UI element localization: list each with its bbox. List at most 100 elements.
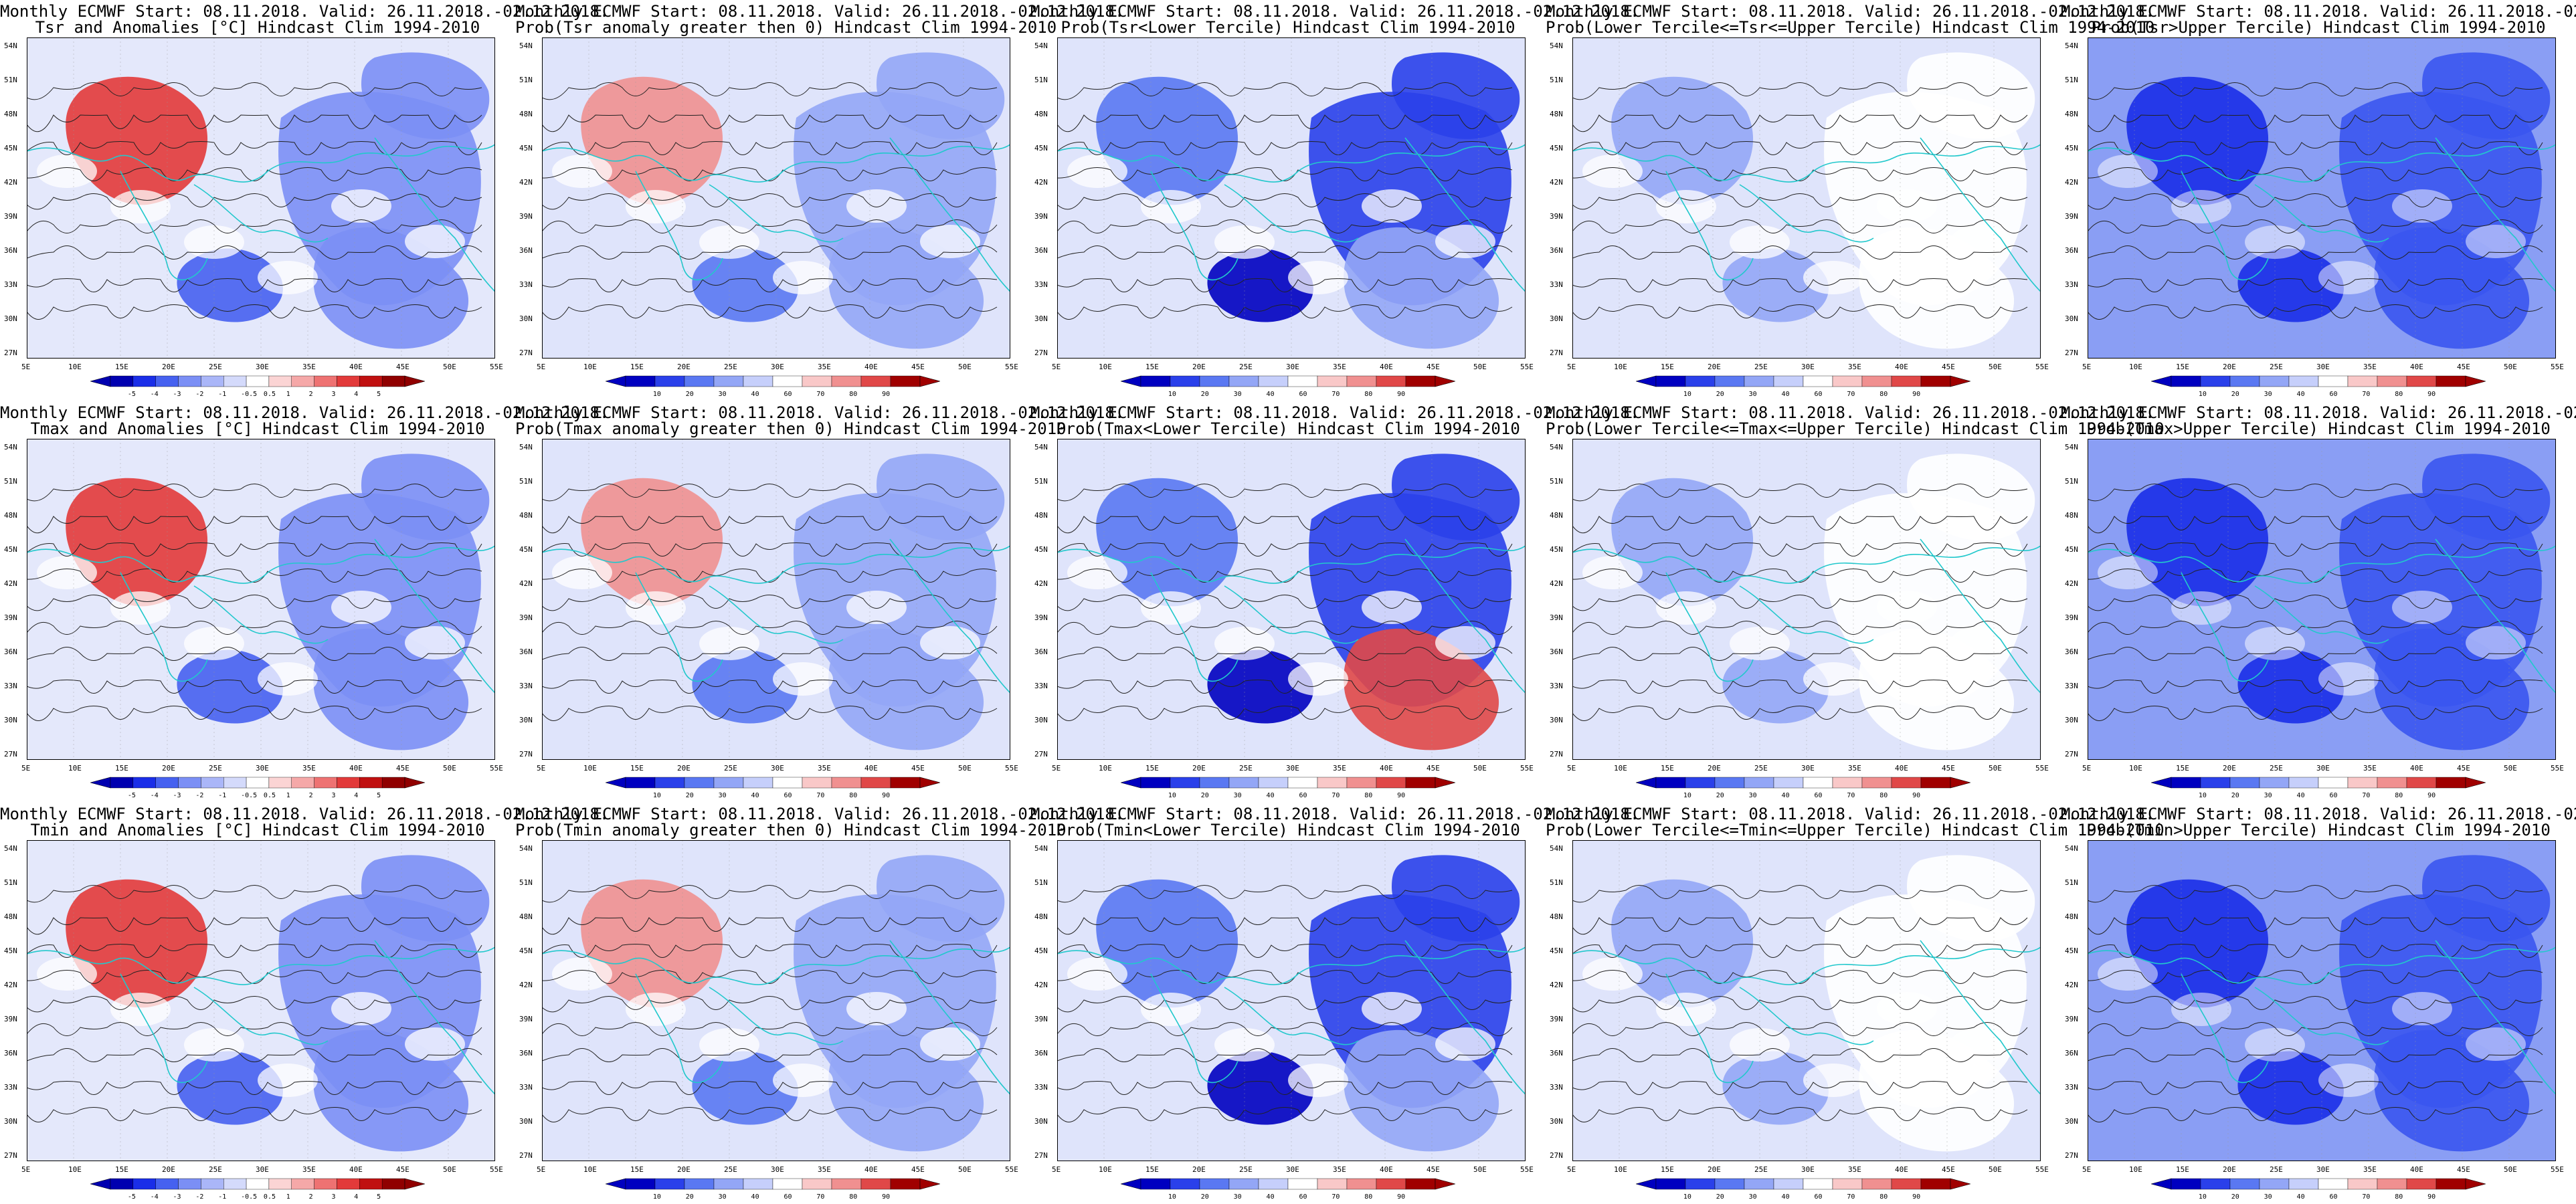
latitude-label: 54N <box>1034 443 1048 452</box>
colorbar-label: 90 <box>1397 391 1406 398</box>
map-panel-tmax-3: Monthly ECMWF Start: 08.11.2018. Valid: … <box>1030 401 1639 803</box>
longitude-label: 40E <box>1380 363 1393 371</box>
colorbar-swatch <box>1891 375 1922 387</box>
colorbar-swatch <box>1140 1178 1171 1190</box>
contour-line <box>1057 141 1513 155</box>
longitude-label: 50E <box>958 363 972 371</box>
neutral-region <box>2318 662 2379 696</box>
colorbar-swatch <box>1685 777 1716 789</box>
coastline <box>2254 585 2389 644</box>
neutral-region <box>1288 662 1348 696</box>
forecast-map <box>542 439 1010 760</box>
contour-line <box>1572 141 2028 155</box>
longitude-label: 10E <box>1099 764 1112 773</box>
colorbar-label: 30 <box>2264 1193 2272 1201</box>
colorbar-label: 40 <box>1781 391 1790 398</box>
colorbar-swatch <box>337 777 360 789</box>
map-canvas <box>2088 439 2556 760</box>
colorbar-label: 40 <box>751 792 759 799</box>
longitude-label: 45E <box>1942 764 1955 773</box>
longitude-label: 45E <box>1942 1165 1955 1174</box>
contour-line <box>1057 1081 1513 1095</box>
longitude-label: 50E <box>958 764 972 773</box>
colorbar-label: 0.5 <box>263 1193 276 1201</box>
colorbar-swatch <box>2171 1178 2201 1190</box>
colorbar-swatch <box>1228 1178 1259 1190</box>
colorbar-swatch <box>1655 1178 1686 1190</box>
colorbar-legend: -5 -4 -3 -2 -1 -0.5 0.5 1 2 3 4 5 <box>89 375 426 399</box>
contour-line <box>1572 996 2028 1013</box>
panel-header-line: Monthly ECMWF Start: 08.11.2018. Valid: … <box>0 2 610 21</box>
colorbar-legend: 10 20 30 40 60 70 80 90 <box>2150 776 2487 800</box>
anomaly-region <box>66 478 208 607</box>
contour-line <box>27 706 482 721</box>
contour-line <box>542 1081 998 1095</box>
latitude-label: 54N <box>1034 41 1048 50</box>
latitude-label: 30N <box>519 1117 533 1126</box>
contour-line <box>2088 569 2543 583</box>
contour-line <box>27 647 482 661</box>
colorbar-swatch <box>802 375 832 387</box>
anomaly-region <box>1611 879 1754 1008</box>
colorbar-swatch <box>2318 1178 2349 1190</box>
colorbar-label: -5 <box>127 1193 136 1201</box>
coastline <box>542 144 1010 183</box>
longitude-label: 55E <box>2035 363 2049 371</box>
colorbar-label: 1 <box>286 792 290 799</box>
contour-line <box>1057 647 1513 661</box>
latitude-label: 36N <box>4 1049 17 1058</box>
colorbar-swatch <box>831 375 862 387</box>
latitude-label: 39N <box>4 1015 17 1023</box>
longitude-label: 40E <box>349 1165 363 1174</box>
colorbar-swatch <box>381 777 405 789</box>
coastline <box>1224 184 1359 243</box>
longitude-label: 10E <box>2129 363 2142 371</box>
coastline <box>1572 144 2041 183</box>
contour-line <box>1057 516 1513 534</box>
latitude-label: 45N <box>4 946 17 955</box>
latitude-label: 39N <box>2065 1015 2078 1023</box>
colorbar-swatch <box>337 375 360 387</box>
coastline <box>709 184 844 243</box>
neutral-region <box>626 993 686 1026</box>
longitude-label: 10E <box>2129 764 2142 773</box>
coastline <box>2181 973 2269 1084</box>
latitude-label: 48N <box>4 110 17 118</box>
anomaly-region <box>1096 879 1238 1008</box>
longitude-label: 50E <box>2504 764 2517 773</box>
latitude-label: 54N <box>519 844 533 853</box>
colorbar-swatch <box>1346 1178 1377 1190</box>
map-panel-tsr-5: Monthly ECMWF Start: 08.11.2018. Valid: … <box>2061 0 2576 401</box>
latitude-label: 33N <box>4 280 17 289</box>
longitude-label: 45E <box>1427 363 1440 371</box>
longitude-label: 40E <box>2410 1165 2423 1174</box>
contour-line <box>542 621 998 635</box>
longitude-label: 55E <box>1005 1165 1018 1174</box>
longitude-label: 40E <box>864 363 878 371</box>
panel-title: Tsr and Anomalies [°C] Hindcast Clim 199… <box>35 18 480 37</box>
longitude-label: 20E <box>1708 764 1721 773</box>
colorbar-label: 30 <box>2264 391 2272 398</box>
colorbar-label: 30 <box>1748 792 1757 799</box>
colorbar-swatch <box>201 1178 224 1190</box>
map-panel-tmax-1: Monthly ECMWF Start: 08.11.2018. Valid: … <box>0 401 609 803</box>
colorbar-swatch <box>831 1178 862 1190</box>
latitude-label: 51N <box>1034 477 1048 486</box>
colorbar-swatch <box>1376 1178 1406 1190</box>
coastline <box>374 940 495 1095</box>
contour-line <box>1572 917 2028 935</box>
neutral-region <box>2466 1027 2526 1061</box>
contour-line <box>1572 1048 2028 1062</box>
longitude-label: 45E <box>2457 1165 2470 1174</box>
neutral-region <box>1656 993 1716 1026</box>
map-canvas <box>1057 840 1526 1161</box>
colorbar-label: -4 <box>150 391 159 398</box>
neutral-region <box>1288 261 1348 294</box>
contour-line <box>1057 82 1513 100</box>
colorbar-label: -1 <box>218 391 227 398</box>
colorbar-swatch <box>1258 1178 1289 1190</box>
neutral-region <box>773 1064 833 1097</box>
anomaly-region <box>581 879 723 1008</box>
colorbar-swatch <box>223 777 247 789</box>
latitude-label: 30N <box>4 716 17 724</box>
